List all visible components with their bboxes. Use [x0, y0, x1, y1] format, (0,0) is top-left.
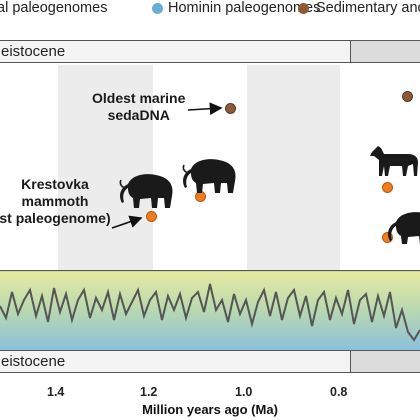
- x-tick-label: 1.4: [47, 385, 65, 399]
- time-column-shade: [58, 65, 153, 270]
- legend-label-hominin: Hominin paleogenomes: [168, 0, 321, 16]
- horse-icon: [370, 146, 418, 176]
- genome-dot: [382, 232, 393, 243]
- epoch-band-top: eistocene: [0, 40, 420, 63]
- epoch-band-bottom: eistocene: [0, 350, 420, 373]
- legend-dot-hominin: [152, 3, 163, 14]
- arrow-marine: [187, 102, 223, 116]
- arrow-mammoth: [111, 215, 143, 229]
- mammoth-icon: [182, 159, 236, 193]
- annotation-krestovka-mammoth: Krestovka mammoth st paleogenome): [0, 176, 114, 227]
- time-column-shade: [247, 65, 340, 270]
- genome-dot-krestovka: [146, 211, 157, 222]
- x-axis-title: Million years ago (Ma): [142, 402, 278, 417]
- x-tick-label: 1.0: [235, 385, 253, 399]
- annotation-marine-line2: sedaDNA: [107, 107, 170, 123]
- epoch-band-top-shade: [350, 41, 420, 62]
- mammoth-icon: [388, 212, 420, 244]
- epoch-label-bottom: eistocene: [1, 353, 66, 370]
- legend: al paleogenomes Hominin paleogenomes Sed…: [0, 0, 420, 26]
- epoch-label-top: eistocene: [1, 43, 66, 60]
- genome-dot: [382, 182, 393, 193]
- annotation-mammoth-line1: Krestovka: [21, 176, 89, 192]
- x-tick-label: 1.2: [140, 385, 158, 399]
- x-tick-label: 0.8: [330, 385, 348, 399]
- sediment-dot-marine: [225, 103, 236, 114]
- annotation-oldest-marine-sedadna: Oldest marine sedaDNA: [92, 90, 185, 124]
- annotation-mammoth-line2: mammoth: [21, 193, 89, 209]
- legend-dot-sediment: [298, 3, 309, 14]
- legend-label-ancient-genomes: al paleogenomes: [0, 0, 108, 16]
- annotation-mammoth-line3: st paleogenome): [0, 210, 111, 226]
- mammoth-icon: [119, 174, 173, 208]
- sediment-dot: [402, 91, 413, 102]
- epoch-band-bottom-shade: [350, 351, 420, 372]
- annotation-marine-line1: Oldest marine: [92, 90, 186, 106]
- legend-label-sediment: Sedimentary ancie: [316, 0, 420, 16]
- climate-record: [0, 270, 420, 350]
